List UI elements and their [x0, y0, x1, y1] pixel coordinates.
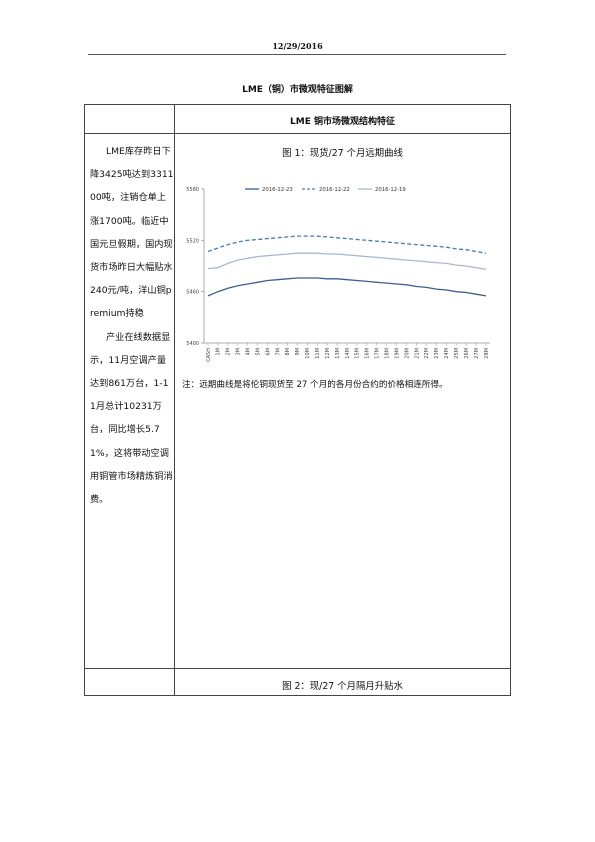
legend-label: 2016-12-22 — [319, 187, 350, 193]
x-tick-label: 28M — [484, 348, 490, 359]
x-tick-label: 24M — [444, 348, 450, 359]
x-tick-label: 6M — [265, 348, 271, 356]
y-tick-label: 5580 — [186, 187, 199, 193]
x-tick-label: 10M — [305, 348, 311, 359]
x-tick-label: 18M — [385, 348, 391, 359]
table-row-divider — [85, 668, 510, 669]
x-tick-label: 21M — [414, 348, 420, 359]
figure1-caption: 图 1：现货/27 个月远期曲线 — [282, 148, 403, 159]
x-tick-label: 5M — [255, 348, 261, 356]
x-tick-label: 8M — [285, 348, 291, 356]
figure2-caption: 图 2：现/27 个月隔月升贴水 — [282, 681, 403, 692]
x-tick-label: 27M — [474, 348, 480, 359]
x-tick-label: 15M — [355, 348, 361, 359]
legend-label: 2016-12-23 — [262, 187, 293, 193]
x-tick-label: 25M — [454, 348, 460, 359]
report-table: LME 铜市场微观结构特征 LME库存昨日下降3425吨达到331100吨，注销… — [84, 104, 511, 696]
commentary-paragraph: 产业在线数据显示，11月空调产量达到861万台，1-11月总计10231万台，同… — [90, 331, 173, 506]
x-tick-label: 12M — [325, 348, 331, 359]
x-tick-label: 22M — [424, 348, 430, 359]
x-tick-label: 7M — [275, 348, 281, 356]
commentary-paragraph: LME库存昨日下降3425吨达到331100吨，注销仓单上涨1700吨。临近中国… — [90, 146, 174, 320]
forward-curve-chart: 5400 5460 5520 5580 CASH 1M 2M 3M 4M 5M 6M 7M 8M 9M 10… — [186, 187, 490, 362]
x-tick-label: 3M — [236, 348, 242, 356]
commentary-column: LME库存昨日下降3425吨达到331100吨，注销仓单上涨1700吨。临近中国… — [90, 140, 174, 511]
x-tick-label: 19M — [394, 348, 400, 359]
x-tick-label: 11M — [315, 348, 321, 359]
header-rule — [88, 54, 506, 55]
series-line-2016-12-22 — [207, 235, 487, 254]
x-tick-label: 9M — [295, 348, 301, 356]
legend-label: 2016-12-19 — [375, 187, 406, 193]
table-row-divider — [85, 133, 510, 134]
x-tick-label: 26M — [464, 348, 470, 359]
page-header-date: 12/29/2016 — [272, 41, 323, 51]
x-tick-label: 2M — [226, 348, 232, 356]
x-tick-label: 4M — [246, 348, 252, 356]
section-title: LME 铜市场微观结构特征 — [290, 117, 395, 127]
y-tick-label: 5460 — [186, 290, 199, 296]
x-tick-label: 16M — [365, 348, 371, 359]
x-tick-label: 17M — [375, 348, 381, 359]
x-tick-label: 20M — [404, 348, 410, 359]
figure1-note: 注：远期曲线是将伦铜现货至 27 个月的各月份合约的价格相连所得。 — [182, 380, 448, 390]
x-tick-label: CASH — [206, 348, 212, 362]
x-tick-label: 23M — [434, 348, 440, 359]
page-title: LME（铜）市微观特征图解 — [242, 85, 353, 95]
y-tick-label: 5400 — [186, 341, 199, 347]
series-line-2016-12-19 — [207, 252, 487, 271]
table-column-divider — [174, 105, 175, 695]
x-tick-label: 14M — [345, 348, 351, 359]
y-tick-label: 5520 — [186, 238, 199, 244]
series-line-2016-12-23 — [207, 277, 487, 297]
x-tick-label: 1M — [216, 348, 222, 356]
x-tick-label: 13M — [335, 348, 341, 359]
